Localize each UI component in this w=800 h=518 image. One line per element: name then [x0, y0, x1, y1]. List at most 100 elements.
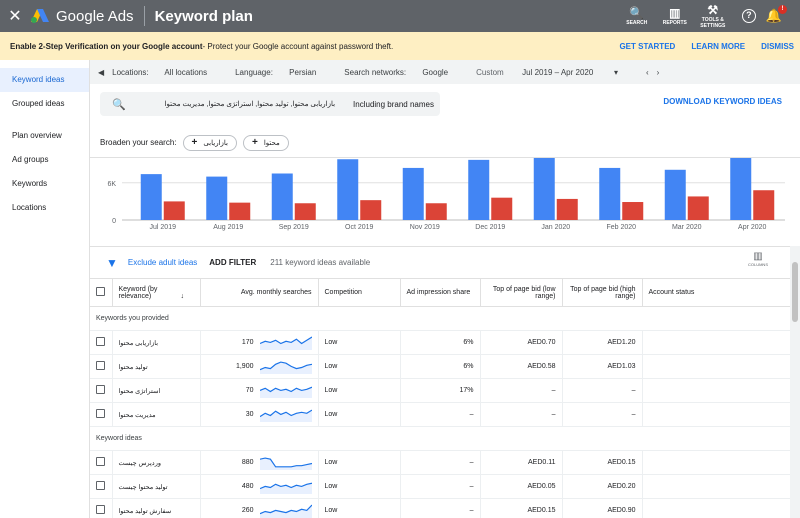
- row-checkbox[interactable]: [96, 361, 105, 370]
- row-checkbox[interactable]: [96, 457, 105, 466]
- chart-bar: [425, 203, 447, 220]
- sidebar-item-locations[interactable]: Locations: [12, 203, 47, 212]
- chart-bar: [163, 201, 185, 220]
- columns-button[interactable]: ▥ COLUMNS: [747, 251, 768, 267]
- brand-names-toggle[interactable]: Including brand names: [353, 99, 434, 109]
- ad-impression-share: 17%: [400, 378, 481, 403]
- bid-high: AED0.15: [562, 450, 643, 475]
- bid-high: –: [562, 378, 643, 403]
- header-keyword[interactable]: Keyword (by relevance) ↓: [112, 278, 201, 307]
- dismiss-link[interactable]: DISMISS: [761, 41, 794, 51]
- table-row[interactable]: وردپرس چیست 880 Low – AED0.11 AED0.15: [90, 450, 790, 475]
- sparkline-line: [259, 409, 312, 417]
- help-icon[interactable]: ?: [741, 9, 756, 23]
- keyword-text: سفارش تولید محتوا: [112, 498, 201, 518]
- chart-bar: [360, 200, 382, 220]
- header-bid-high[interactable]: Top of page bid (high range): [562, 278, 643, 307]
- chevron-down-icon: ▾: [613, 67, 618, 77]
- add-filter-button[interactable]: ADD FILTER: [209, 258, 257, 267]
- bid-low: AED0.11: [480, 450, 563, 475]
- sparkline-line: [259, 386, 312, 392]
- top-bar: ✕ Google Ads Keyword plan 🔍 SEARCH ▥ REPOR…: [0, 0, 800, 32]
- reports-tool-button[interactable]: ▥ REPORTS: [656, 6, 694, 26]
- table-row[interactable]: بازاریابی محتوا 170 Low 6% AED0.70 AED1.20: [90, 330, 790, 355]
- chart-bar: [491, 197, 513, 220]
- prev-range-icon[interactable]: ‹: [646, 67, 649, 77]
- trend-sparkline: [259, 335, 312, 350]
- search-keywords[interactable]: بازاریابی محتوا, تولید محتوا, استراتژی م…: [164, 101, 336, 108]
- sidebar-item-keyword-ideas[interactable]: Keyword ideas: [0, 68, 89, 92]
- reports-icon: ▥: [669, 6, 681, 20]
- header-avg-searches[interactable]: Avg. monthly searches: [200, 278, 319, 307]
- sparkline-area: [259, 336, 312, 350]
- keyword-search-box[interactable]: 🔍 بازاریابی محتوا, تولید محتوا, استراتژی…: [100, 92, 440, 116]
- row-checkbox[interactable]: [96, 481, 105, 490]
- row-checkbox[interactable]: [96, 385, 105, 394]
- search-row: 🔍 بازاریابی محتوا, تولید محتوا, استراتژی…: [90, 84, 800, 128]
- chart-bar: [229, 202, 251, 220]
- ad-impression-share: –: [400, 498, 481, 518]
- sparkline-area: [259, 457, 312, 470]
- bid-high: AED1.03: [562, 354, 643, 379]
- sidebar-item-grouped-ideas[interactable]: Grouped ideas: [12, 99, 65, 108]
- ad-impression-share: –: [400, 474, 481, 499]
- next-range-icon[interactable]: ›: [656, 67, 660, 77]
- search-volume-chart: 6K 0 Jul 2019 Aug 2019 Sep 2019 Oct 2019 Nov 2…: [90, 158, 800, 244]
- sparkline-area: [259, 504, 312, 518]
- search-icon: 🔍: [629, 6, 645, 20]
- competition: Low: [318, 498, 401, 518]
- header-bid-low[interactable]: Top of page bid (low range): [480, 278, 563, 307]
- table-row[interactable]: سفارش تولید محتوا 260 Low – AED0.15 AED0.90: [90, 498, 790, 518]
- x-tick-label: Jan 2020: [541, 224, 570, 231]
- header-competition[interactable]: Competition: [318, 278, 401, 307]
- learn-more-link[interactable]: LEARN MORE: [691, 41, 746, 51]
- bid-low: –: [480, 402, 563, 427]
- collapse-sidebar-icon[interactable]: ◀: [98, 67, 105, 77]
- trend-sparkline: [259, 482, 312, 494]
- table-row[interactable]: تولید محتوا چیست 480 Low – AED0.05 AED0.20: [90, 474, 790, 499]
- header-ad-impression-share[interactable]: Ad impression share: [400, 278, 481, 307]
- date-range-filter[interactable]: Custom Jul 2019 – Apr 2020 ▾: [476, 67, 618, 77]
- tools-settings-button[interactable]: ⚒ TOOLS & SETTINGS: [694, 3, 732, 29]
- search-tool-button[interactable]: 🔍 SEARCH: [618, 6, 656, 26]
- filter-funnel-icon[interactable]: ▼: [106, 255, 118, 270]
- scrollbar-thumb[interactable]: [792, 262, 798, 322]
- table-row[interactable]: تولید محتوا 1,900 Low 6% AED0.58 AED1.03: [90, 354, 790, 379]
- broaden-chip[interactable]: + محتوا: [243, 134, 289, 151]
- wrench-icon: ⚒: [707, 3, 719, 17]
- download-keyword-ideas-link[interactable]: DOWNLOAD KEYWORD IDEAS: [663, 97, 782, 106]
- keyword-text: بازاریابی محتوا: [112, 330, 201, 355]
- row-checkbox[interactable]: [96, 409, 105, 418]
- header-account-status[interactable]: Account status: [642, 278, 790, 307]
- sidebar-item-ad-groups[interactable]: Ad groups: [12, 155, 49, 164]
- ad-impression-share: 6%: [400, 330, 481, 355]
- vertical-scrollbar[interactable]: [790, 246, 800, 518]
- sidebar: Keyword ideas Grouped ideas Plan overvie…: [0, 60, 90, 518]
- avg-monthly-searches: 1,900: [235, 363, 254, 370]
- broaden-search-bar: Broaden your search: + بازاریابی + محتوا: [90, 128, 800, 158]
- sparkline-line: [259, 360, 312, 370]
- ad-impression-share: –: [400, 450, 481, 475]
- networks-filter[interactable]: Search networks: Google: [344, 67, 449, 77]
- banner-text: - Protect your Google account against pa…: [202, 41, 394, 51]
- row-checkbox[interactable]: [96, 337, 105, 346]
- table-row[interactable]: استراتژی محتوا 70 Low 17% – –: [90, 378, 790, 403]
- x-tick-label: Jul 2019: [150, 224, 177, 231]
- bid-high: –: [562, 402, 643, 427]
- locations-filter[interactable]: Locations: All locations: [112, 67, 208, 77]
- select-all-checkbox[interactable]: [96, 287, 105, 296]
- sidebar-item-plan-overview[interactable]: Plan overview: [12, 131, 62, 140]
- close-icon[interactable]: ✕: [8, 8, 22, 25]
- exclude-adult-ideas-filter[interactable]: Exclude adult ideas: [127, 258, 198, 267]
- brand-name: Google Ads: [56, 7, 134, 25]
- row-checkbox[interactable]: [96, 505, 105, 514]
- sidebar-item-keywords[interactable]: Keywords: [12, 179, 48, 188]
- notification-badge: !: [778, 5, 787, 14]
- sparkline-line: [259, 335, 312, 344]
- notifications-button[interactable]: 🔔!: [766, 5, 787, 24]
- get-started-link[interactable]: GET STARTED: [619, 41, 676, 51]
- broaden-chip[interactable]: + بازاریابی: [182, 134, 237, 151]
- language-filter[interactable]: Language: Persian: [235, 67, 317, 77]
- table-row[interactable]: مدیریت محتوا 30 Low – – –: [90, 402, 790, 427]
- sparkline-line: [259, 504, 312, 514]
